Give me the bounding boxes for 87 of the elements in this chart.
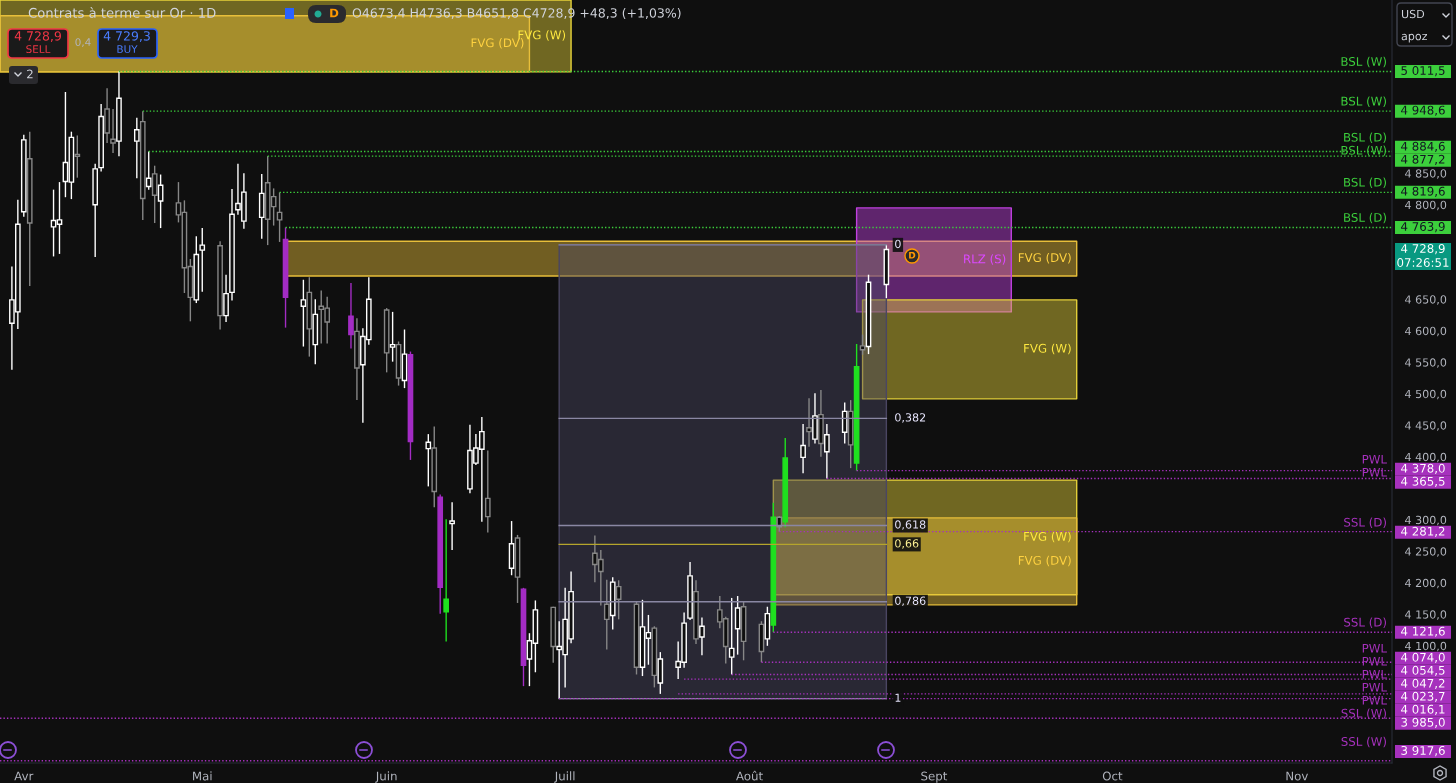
- y-tick-label: 4 300,0: [1405, 515, 1447, 526]
- legend-label: PWL: [1362, 695, 1387, 705]
- data-label: 4 877,2: [1401, 154, 1445, 165]
- series-label: 0,786: [895, 596, 926, 607]
- series-label: SSL (D): [1344, 617, 1386, 629]
- y-tick-label: 4 600,0: [1405, 326, 1447, 337]
- data-label: 4 016,1: [1401, 704, 1445, 715]
- series-label: 0,618: [895, 520, 926, 530]
- y-tick-label: 4 200,0: [1405, 578, 1447, 589]
- candlestick: [443, 518, 449, 643]
- data-label: 4 884,6: [1401, 141, 1445, 152]
- series-label: PWL: [1362, 454, 1387, 464]
- legend-label: FVG (DV): [1018, 555, 1071, 567]
- legend-label: RLZ (S): [964, 254, 1006, 265]
- data-label: 4 121,6: [1401, 626, 1445, 637]
- y-tick-label: 4 400,0: [1405, 452, 1447, 463]
- x-tick-label: Nov: [1286, 771, 1308, 781]
- data-label: 4 281,2: [1401, 526, 1445, 537]
- series-label: BSL (W): [1341, 56, 1386, 68]
- legend-label: FVG (DV): [471, 38, 524, 49]
- y-tick-label: 4 150,0: [1405, 610, 1447, 620]
- x-tick-label: Avr: [14, 771, 34, 781]
- candlestick: [348, 282, 354, 350]
- annotation: 4 729,3: [103, 31, 150, 42]
- series-label: PWL: [1362, 643, 1387, 653]
- annotation: D: [909, 251, 916, 259]
- legend-label: FVG (DV): [1018, 252, 1071, 264]
- series-label: 0: [895, 239, 901, 249]
- data-label: 4 365,5: [1401, 476, 1445, 487]
- legend-label: FVG (W): [1024, 343, 1071, 355]
- data-label: 4 047,2: [1401, 678, 1445, 689]
- legend-label: BSL (W): [1341, 145, 1386, 157]
- annotation: BUY: [117, 45, 138, 54]
- series-label: SSL (W): [1341, 736, 1386, 748]
- candlestick: [484, 449, 491, 534]
- x-tick-label: Sept: [921, 771, 948, 783]
- legend-label: FVG (W): [1024, 531, 1071, 543]
- data-label: 3 917,6: [1401, 746, 1445, 757]
- candlestick: [199, 227, 206, 293]
- annotation: 2: [27, 69, 33, 79]
- data-label: 4 023,7: [1401, 691, 1445, 702]
- data-label: 4 763,9: [1401, 222, 1445, 233]
- data-label: 4 378,0: [1401, 463, 1445, 474]
- candlestick: [728, 597, 735, 676]
- y-tick-label: 4 800,0: [1405, 200, 1447, 211]
- annotation: SELL: [26, 45, 51, 54]
- y-tick-label: 4 650,0: [1405, 295, 1447, 305]
- y-tick-label: 4 250,0: [1405, 547, 1447, 557]
- legend-label: PWL: [1362, 467, 1387, 477]
- text: apoz: [1401, 33, 1428, 43]
- candlestick: [276, 191, 283, 243]
- legend-label: PWL: [1362, 682, 1387, 692]
- series-label: BSL (W): [1341, 96, 1386, 107]
- legend-label: PWL: [1362, 656, 1387, 666]
- x-tick-label: Juin: [375, 771, 397, 783]
- candlestick: [800, 423, 806, 474]
- text: 07:26:51: [1397, 258, 1449, 267]
- y-tick-label: 4 500,0: [1405, 389, 1447, 400]
- data-label: 4 054,5: [1401, 665, 1445, 676]
- data-label: 4 819,6: [1401, 186, 1445, 197]
- series-label: 1: [895, 693, 901, 702]
- y-tick-label: 4 100,0: [1405, 641, 1447, 652]
- y-tick-label: 4 450,0: [1405, 421, 1447, 431]
- data-label: 4 074,0: [1401, 652, 1445, 663]
- data-label: 5 011,5: [1401, 66, 1445, 77]
- candlestick: [449, 501, 455, 551]
- series-label: BSL (D): [1344, 177, 1386, 189]
- series-label: BSL (D): [1344, 212, 1386, 224]
- text: 4 728,9: [1401, 244, 1445, 255]
- data-label: 3 985,0: [1401, 717, 1445, 728]
- legend-label: PWL: [1362, 669, 1387, 679]
- y-tick-label: 4 550,0: [1405, 358, 1447, 368]
- annotation: 4 728,9: [14, 31, 61, 42]
- x-tick-label: Août: [736, 770, 763, 781]
- annotation: 0,4: [75, 38, 91, 48]
- y-tick-label: 4 850,0: [1405, 169, 1447, 179]
- data-label: 4 948,6: [1401, 105, 1445, 116]
- x-tick-label: Juill: [554, 771, 575, 783]
- legend-label: SSL (W): [1341, 708, 1386, 720]
- series-label: 0,66: [895, 539, 919, 549]
- x-tick-label: Mai: [193, 771, 212, 781]
- x-tick-label: Oct: [1102, 771, 1123, 781]
- annotation: D: [330, 8, 339, 18]
- series-label: 0,382: [895, 413, 926, 423]
- series-label: SSL (D): [1344, 517, 1386, 529]
- series-label: BSL (D): [1344, 132, 1386, 144]
- text: USD: [1401, 9, 1425, 19]
